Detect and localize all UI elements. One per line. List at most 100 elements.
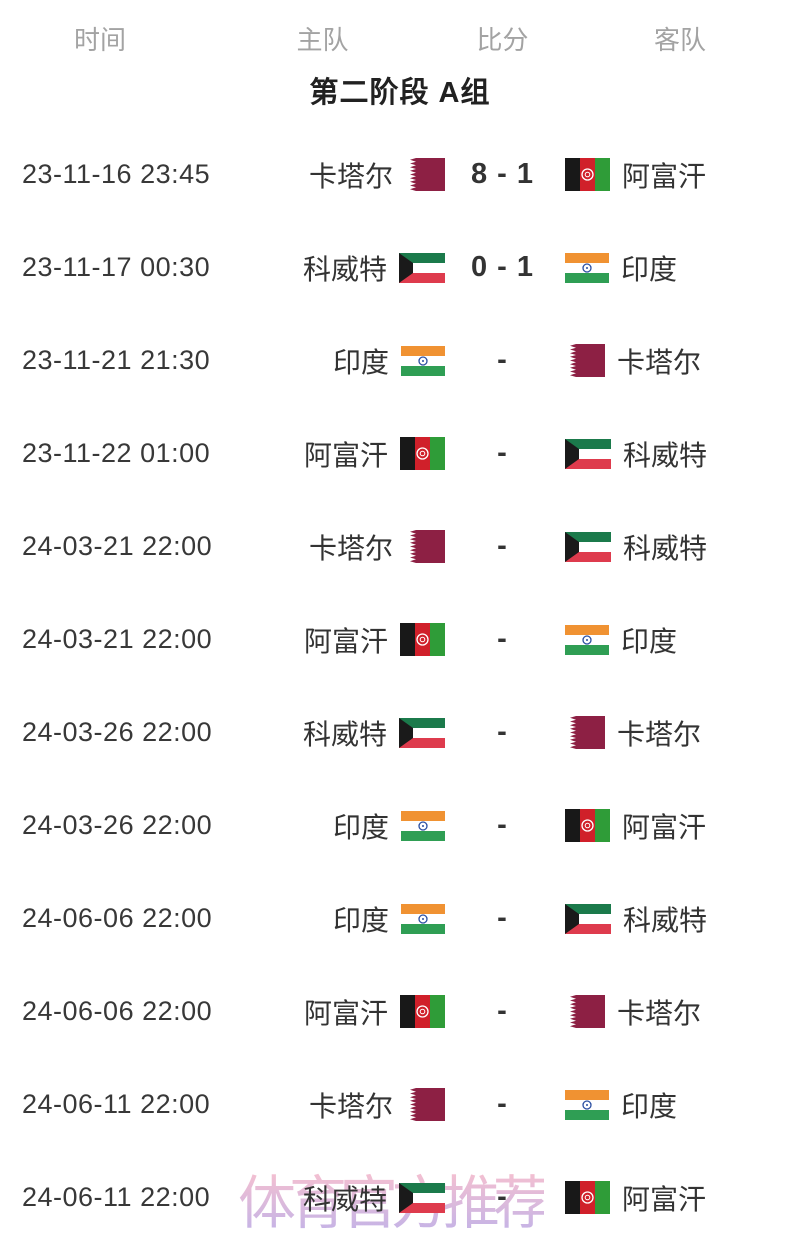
match-row[interactable]: 24-03-26 22:00 印度 - 阿富汗: [0, 779, 800, 872]
match-row[interactable]: 24-03-21 22:00 卡塔尔 - 科威特: [0, 500, 800, 593]
india-flag-icon: [565, 1089, 609, 1120]
away-team-cell: 卡塔尔: [560, 341, 800, 381]
qatar-flag-icon: [405, 1088, 445, 1121]
home-team-cell: 印度: [200, 806, 445, 846]
away-team-cell: 科威特: [560, 434, 800, 474]
match-time: 24-03-26 22:00: [22, 717, 213, 747]
india-flag-icon: [565, 624, 609, 655]
away-team-name: 印度: [621, 625, 678, 657]
home-team-cell: 阿富汗: [200, 992, 445, 1032]
qatar-flag-icon: [565, 344, 605, 377]
match-time: 24-06-06 22:00: [22, 903, 213, 933]
home-team-name: 印度: [332, 904, 389, 936]
afghanistan-flag-icon: [400, 995, 445, 1028]
away-team-cell: 卡塔尔: [560, 992, 800, 1032]
home-team-name: 阿富汗: [303, 625, 388, 657]
kuwait-flag-icon: [399, 717, 445, 748]
kuwait-flag-icon: [565, 903, 611, 934]
kuwait-flag-icon: [565, 531, 611, 562]
match-row[interactable]: 24-06-06 22:00 印度 - 科威特: [0, 872, 800, 965]
match-score: -: [497, 809, 508, 841]
kuwait-flag-icon: [399, 1182, 445, 1213]
column-header-home: 主队: [296, 24, 349, 55]
kuwait-flag-icon: [399, 252, 445, 283]
match-time: 23-11-16 23:45: [22, 159, 211, 189]
match-score: -: [497, 437, 508, 469]
india-flag-icon: [401, 903, 445, 934]
afghanistan-flag-icon: [565, 809, 610, 842]
home-team-name: 阿富汗: [303, 997, 388, 1029]
away-team-cell: 印度: [560, 248, 800, 288]
india-flag-icon: [401, 810, 445, 841]
away-team-name: 科威特: [623, 904, 708, 936]
home-team-name: 阿富汗: [303, 439, 388, 471]
match-row[interactable]: 24-03-26 22:00 科威特 - 卡塔尔: [0, 686, 800, 779]
match-score: 8 - 1: [470, 158, 535, 190]
away-team-name: 科威特: [623, 532, 708, 564]
home-team-cell: 卡塔尔: [200, 155, 445, 195]
match-time: 24-06-06 22:00: [22, 996, 213, 1026]
qatar-flag-icon: [565, 995, 605, 1028]
column-header-away: 客队: [653, 24, 706, 55]
away-team-cell: 阿富汗: [560, 155, 800, 195]
away-team-cell: 科威特: [560, 527, 800, 567]
away-team-name: 印度: [621, 1090, 678, 1122]
away-team-name: 卡塔尔: [617, 718, 702, 750]
away-team-cell: 印度: [560, 620, 800, 660]
match-score: 0 - 1: [470, 251, 535, 283]
match-row[interactable]: 24-06-11 22:00 卡塔尔 - 印度: [0, 1058, 800, 1151]
away-team-cell: 科威特: [560, 899, 800, 939]
home-team-name: 卡塔尔: [308, 160, 393, 192]
away-team-cell: 阿富汗: [560, 806, 800, 846]
match-score: -: [497, 1181, 508, 1213]
match-time: 24-06-11 22:00: [22, 1182, 211, 1212]
match-time: 23-11-17 00:30: [22, 252, 211, 282]
india-flag-icon: [565, 252, 609, 283]
home-team-name: 卡塔尔: [308, 1090, 393, 1122]
home-team-cell: 阿富汗: [200, 620, 445, 660]
afghanistan-flag-icon: [565, 158, 610, 191]
home-team-name: 卡塔尔: [308, 532, 393, 564]
afghanistan-flag-icon: [400, 623, 445, 656]
away-team-name: 阿富汗: [622, 1183, 707, 1215]
qatar-flag-icon: [405, 158, 445, 191]
match-row[interactable]: 23-11-16 23:45 卡塔尔 8 - 1 阿富汗: [0, 128, 800, 221]
match-row[interactable]: 24-06-06 22:00 阿富汗 - 卡塔尔: [0, 965, 800, 1058]
home-team-name: 科威特: [302, 718, 387, 750]
match-time: 24-03-21 22:00: [22, 624, 213, 654]
match-score: -: [497, 995, 508, 1027]
column-header-time: 时间: [73, 24, 126, 55]
away-team-name: 卡塔尔: [617, 346, 702, 378]
home-team-name: 科威特: [302, 253, 387, 285]
home-team-name: 科威特: [302, 1183, 387, 1215]
home-team-cell: 科威特: [200, 248, 445, 288]
match-row[interactable]: 23-11-22 01:00 阿富汗 - 科威特: [0, 407, 800, 500]
home-team-cell: 科威特: [200, 1178, 445, 1218]
away-team-name: 阿富汗: [622, 811, 707, 843]
home-team-cell: 印度: [200, 341, 445, 381]
match-score: -: [497, 902, 508, 934]
home-team-cell: 卡塔尔: [200, 527, 445, 567]
match-list: 23-11-16 23:45 卡塔尔 8 - 1 阿富汗 23-11-17 00…: [0, 128, 800, 1233]
qatar-flag-icon: [405, 530, 445, 563]
match-row[interactable]: 24-03-21 22:00 阿富汗 - 印度: [0, 593, 800, 686]
match-score: -: [497, 623, 508, 655]
qatar-flag-icon: [565, 716, 605, 749]
match-score: -: [497, 530, 508, 562]
away-team-name: 科威特: [623, 439, 708, 471]
away-team-cell: 卡塔尔: [560, 713, 800, 753]
column-header-score: 比分: [476, 24, 529, 55]
match-row[interactable]: 23-11-17 00:30 科威特 0 - 1 印度: [0, 221, 800, 314]
away-team-name: 阿富汗: [622, 160, 707, 192]
match-row[interactable]: 24-06-11 22:00 科威特 - 阿富汗: [0, 1151, 800, 1233]
match-score: -: [497, 716, 508, 748]
away-team-name: 印度: [621, 253, 678, 285]
home-team-name: 印度: [332, 811, 389, 843]
group-stage-title: 第二阶段 A组: [309, 77, 491, 109]
table-header: 时间 主队 比分 客队: [0, 0, 800, 64]
afghanistan-flag-icon: [400, 437, 445, 470]
afghanistan-flag-icon: [565, 1181, 610, 1214]
match-row[interactable]: 23-11-21 21:30 印度 - 卡塔尔: [0, 314, 800, 407]
home-team-cell: 阿富汗: [200, 434, 445, 474]
